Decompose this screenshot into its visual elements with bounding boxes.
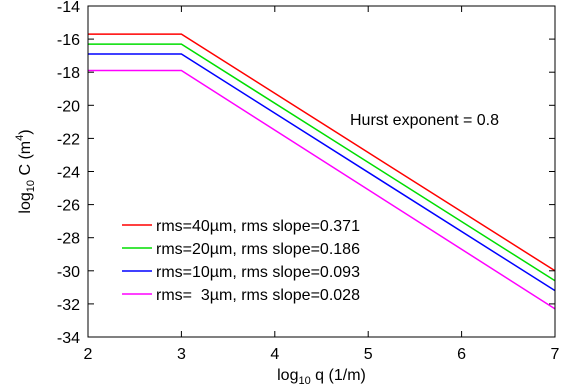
y-tick-label: -28 bbox=[57, 231, 80, 248]
legend-label: rms=20µm, rms slope=0.186 bbox=[156, 241, 360, 258]
x-tick-label: 4 bbox=[270, 346, 279, 363]
legend-label: rms=40µm, rms slope=0.371 bbox=[156, 218, 360, 235]
x-axis-label: log10 q (1/m) bbox=[277, 367, 366, 385]
x-tick-label: 2 bbox=[84, 346, 93, 363]
axis-tick-labels: 2 3 4 5 6 7 -34 -32 -30 -28 -26 -24 -22 -20 -18 -16 -14 bbox=[57, 0, 560, 363]
x-tick-label: 5 bbox=[364, 346, 373, 363]
y-tick-label: -14 bbox=[57, 0, 80, 16]
x-tick-label: 6 bbox=[457, 346, 466, 363]
y-tick-label: -16 bbox=[57, 32, 80, 49]
hurst-annotation: Hurst exponent = 0.8 bbox=[350, 112, 499, 129]
x-tick-label: 3 bbox=[177, 346, 186, 363]
series-line bbox=[88, 69, 556, 310]
series-lines bbox=[88, 33, 556, 310]
y-tick-label: -24 bbox=[57, 165, 80, 182]
y-tick-label: -34 bbox=[57, 330, 80, 347]
y-axis-label: log10 C (m4) bbox=[14, 129, 37, 213]
y-tick-label: -30 bbox=[57, 264, 80, 281]
legend-label: rms=10µm, rms slope=0.093 bbox=[156, 264, 360, 281]
y-tick-label: -32 bbox=[57, 297, 80, 314]
y-tick-label: -20 bbox=[57, 98, 80, 115]
y-tick-label: -18 bbox=[57, 65, 80, 82]
series-line bbox=[88, 53, 556, 292]
series-line bbox=[88, 33, 556, 272]
axis-ticks bbox=[87, 5, 556, 338]
legend-label: rms= 3µm, rms slope=0.028 bbox=[156, 287, 360, 304]
legend: rms=40µm, rms slope=0.371 rms=20µm, rms s… bbox=[122, 218, 360, 304]
y-tick-label: -26 bbox=[57, 198, 80, 215]
x-tick-label: 7 bbox=[551, 346, 560, 363]
series-line bbox=[88, 43, 556, 282]
y-tick-label: -22 bbox=[57, 131, 80, 148]
